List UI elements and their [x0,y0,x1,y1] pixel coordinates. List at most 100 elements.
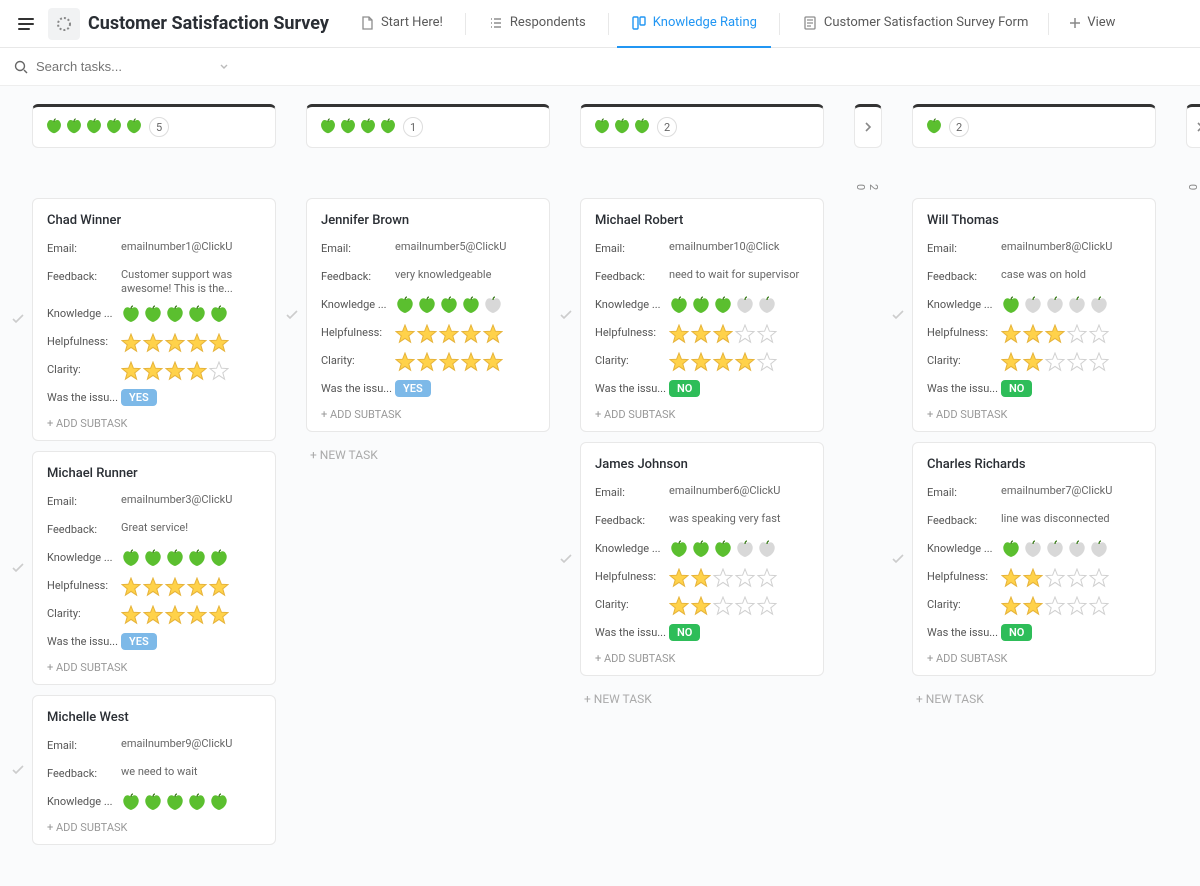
field-label-helpfulness: Helpfulness: [321,324,395,339]
task-card[interactable]: James JohnsonEmail:emailnumber6@ClickUFe… [580,442,824,676]
add-subtask-button[interactable]: + ADD SUBTASK [927,652,1141,665]
new-task-button[interactable]: + NEW TASK [306,448,550,462]
add-subtask-button[interactable]: + ADD SUBTASK [927,408,1141,421]
rating-clarity[interactable] [669,596,777,616]
search-input[interactable] [36,59,212,74]
field-label-email: Email: [47,737,121,752]
field-value-email: emailnumber7@ClickU [1001,484,1141,497]
collapsed-column[interactable]: 2 0 [854,104,882,148]
tab-knowledge-rating[interactable]: Knowledge Rating [617,0,771,48]
field-label-email: Email: [321,240,395,255]
rating-knowledge[interactable] [121,793,229,813]
column-header[interactable]: 2 [912,104,1156,148]
rating-helpfulness[interactable] [395,324,503,344]
tab-label: Knowledge Rating [653,15,757,30]
field-label-issue: Was the issu... [927,380,1001,395]
rating-knowledge[interactable] [1001,540,1109,560]
space-icon[interactable] [48,8,80,40]
column-header[interactable]: 1 [306,104,550,148]
task-card[interactable]: Michael RobertEmail:emailnumber10@ClickF… [580,198,824,432]
rating-clarity[interactable] [1001,352,1109,372]
divider [465,13,466,35]
check-icon[interactable] [559,308,573,322]
field-label-feedback: Feedback: [595,268,669,283]
add-view-label: View [1087,15,1115,30]
field-label-helpfulness: Helpfulness: [595,324,669,339]
rating-knowledge[interactable] [1001,296,1109,316]
field-value-feedback: was speaking very fast [669,512,809,525]
field-label-feedback: Feedback: [47,521,121,536]
rating-helpfulness[interactable] [121,577,229,597]
task-card[interactable]: Will ThomasEmail:emailnumber8@ClickUFeed… [912,198,1156,432]
status-pill-no: NO [1001,380,1032,397]
new-task-button[interactable]: + NEW TASK [580,692,824,706]
check-icon[interactable] [11,312,25,326]
tab-customer-satisfaction-survey-form[interactable]: Customer Satisfaction Survey Form [788,0,1042,48]
task-card[interactable]: Chad WinnerEmail:emailnumber1@ClickUFeed… [32,198,276,441]
add-subtask-button[interactable]: + ADD SUBTASK [47,661,261,674]
search-row [0,48,1200,86]
check-icon[interactable] [285,308,299,322]
card-title: Charles Richards [927,457,1141,472]
tab-start-here-[interactable]: Start Here! [345,0,457,48]
rating-clarity[interactable] [1001,596,1109,616]
column-header[interactable]: 2 [580,104,824,148]
rating-knowledge[interactable] [669,296,777,316]
rating-clarity[interactable] [395,352,503,372]
rating-clarity[interactable] [121,605,229,625]
add-subtask-button[interactable]: + ADD SUBTASK [47,417,261,430]
rating-knowledge[interactable] [121,305,229,325]
menu-icon[interactable] [10,8,42,40]
collapsed-label: 0 [1186,184,1199,190]
field-value-email: emailnumber8@ClickU [1001,240,1141,253]
check-icon[interactable] [11,561,25,575]
field-value-issue: NO [1001,624,1032,641]
chevron-right-icon [862,121,874,133]
add-subtask-button[interactable]: + ADD SUBTASK [595,652,809,665]
collapsed-column[interactable]: 0 [1186,104,1200,148]
check-icon[interactable] [559,552,573,566]
doc-icon [359,15,375,31]
card-title: Will Thomas [927,213,1141,228]
add-subtask-button[interactable]: + ADD SUBTASK [47,821,261,834]
check-icon[interactable] [891,308,905,322]
field-label-knowledge: Knowledge ... [595,540,669,555]
field-label-knowledge: Knowledge ... [321,296,395,311]
rating-clarity[interactable] [121,361,229,381]
new-task-button[interactable]: + NEW TASK [912,692,1156,706]
field-label-feedback: Feedback: [927,512,1001,527]
card-title: Chad Winner [47,213,261,228]
add-subtask-button[interactable]: + ADD SUBTASK [595,408,809,421]
task-card[interactable]: Michelle WestEmail:emailnumber9@ClickUFe… [32,695,276,845]
column-header[interactable]: 5 [32,104,276,148]
rating-helpfulness[interactable] [1001,324,1109,344]
field-label-issue: Was the issu... [47,389,121,404]
task-card[interactable]: Jennifer BrownEmail:emailnumber5@ClickUF… [306,198,550,432]
add-view-button[interactable]: View [1055,0,1129,48]
field-label-helpfulness: Helpfulness: [927,324,1001,339]
rating-clarity[interactable] [669,352,777,372]
field-value-feedback: very knowledgeable [395,268,535,281]
rating-knowledge[interactable] [395,296,503,316]
collapsed-label: 2 0 [854,184,880,190]
rating-helpfulness[interactable] [1001,568,1109,588]
board-column: 2 Will ThomasEmail:emailnumber8@ClickUFee… [912,104,1156,706]
task-card[interactable]: Charles RichardsEmail:emailnumber7@Click… [912,442,1156,676]
field-value-feedback: Great service! [121,521,261,534]
rating-knowledge[interactable] [121,549,229,569]
field-label-issue: Was the issu... [927,624,1001,639]
column-apples [45,118,143,136]
add-subtask-button[interactable]: + ADD SUBTASK [321,408,535,421]
tab-respondents[interactable]: Respondents [474,0,600,48]
chevron-down-icon[interactable] [218,61,230,73]
check-icon[interactable] [891,552,905,566]
rating-helpfulness[interactable] [669,324,777,344]
field-label-clarity: Clarity: [47,361,121,376]
rating-helpfulness[interactable] [669,568,777,588]
rating-knowledge[interactable] [669,540,777,560]
page-title: Customer Satisfaction Survey [88,13,329,34]
check-icon[interactable] [11,763,25,777]
rating-helpfulness[interactable] [121,333,229,353]
field-value-feedback: need to wait for supervisor [669,268,809,282]
task-card[interactable]: Michael RunnerEmail:emailnumber3@ClickUF… [32,451,276,685]
